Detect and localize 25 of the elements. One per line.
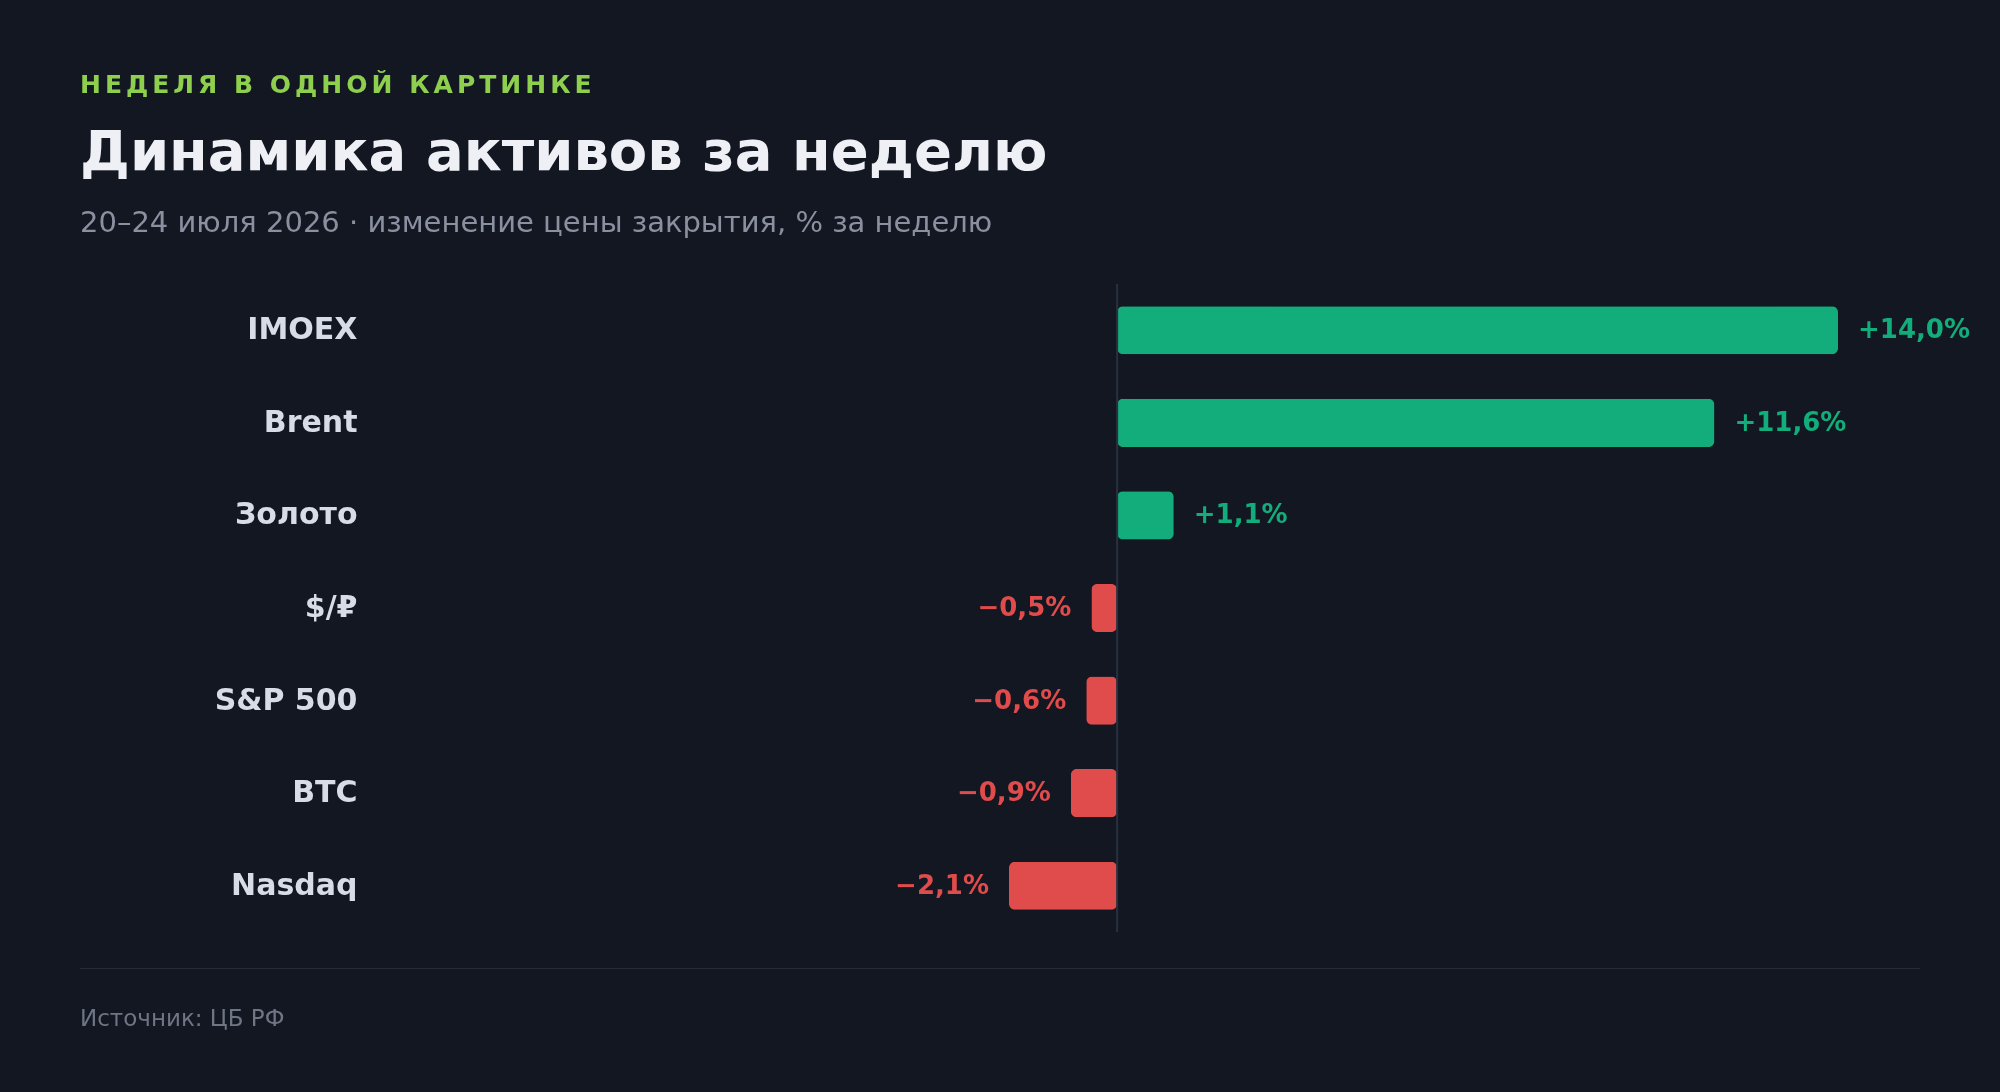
y-tick-label: Золото [234, 496, 358, 532]
bar [1070, 769, 1118, 818]
data-label: +11,6% [1734, 406, 1847, 437]
data-label: −2,1% [895, 869, 989, 900]
bar [1086, 676, 1118, 725]
text: НЕДЕЛЯ В ОДНОЙ КАРТИНКЕ [80, 70, 596, 99]
y-tick-label: IMOEX [247, 311, 358, 347]
bar [1091, 583, 1118, 633]
text: 20–24 июля 2026 · изменение цены закрытия, % за неделю [80, 205, 993, 239]
chart-title: Динамика активов за неделю [80, 118, 1048, 183]
data-label: −0,9% [956, 777, 1051, 808]
y-tick-label: Nasdaq [231, 866, 358, 902]
data-label: −0,6% [972, 684, 1067, 715]
text: Источник: ЦБ РФ [80, 1005, 285, 1031]
bar [1009, 861, 1118, 910]
data-label: +14,0% [1858, 314, 1970, 345]
y-tick-label: Brent [263, 403, 358, 439]
data-label: +1,1% [1193, 499, 1288, 530]
bar [1117, 491, 1174, 540]
y-tick-label: BTC [292, 774, 358, 810]
data-label: −0,5% [977, 592, 1072, 622]
bar [1117, 306, 1838, 355]
y-tick-label: S&P 500 [214, 681, 358, 717]
y-tick-label: $/₽ [304, 589, 358, 624]
bar [1117, 398, 1715, 447]
